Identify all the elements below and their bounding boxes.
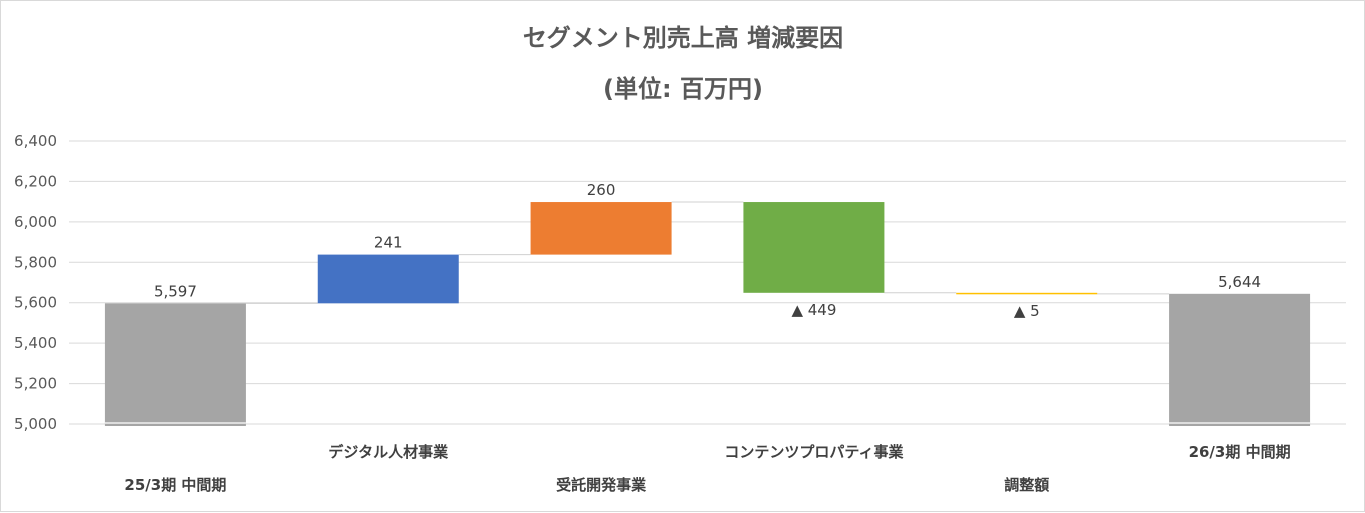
data-label-2: 260	[587, 181, 616, 199]
category-label-1: デジタル人材事業	[328, 443, 449, 461]
bar-3	[743, 202, 885, 293]
category-label-4: 調整額	[1004, 476, 1049, 494]
connector-lines	[245, 201, 1170, 304]
bar-5	[1169, 293, 1311, 426]
bar-4	[956, 292, 1098, 295]
bar-0	[104, 303, 246, 426]
chart-subtitle: (単位: 百万円)	[603, 75, 763, 103]
bars	[104, 202, 1311, 426]
y-axis-ticks: 5,000 5,200 5,400 5,600 5,800 6,000 6,200 6,400	[14, 132, 57, 433]
data-label-1: 241	[374, 234, 403, 252]
category-label-2: 受託開発事業	[556, 476, 647, 494]
y-tick-label: 5,800	[14, 253, 57, 271]
gridlines	[69, 140, 1346, 425]
data-label-4: ▲ 5	[1014, 302, 1040, 320]
y-tick-label: 6,400	[14, 132, 57, 150]
y-tick-label: 6,000	[14, 213, 57, 231]
y-tick-label: 6,200	[14, 172, 57, 190]
category-label-3: コンテンツプロパティ事業	[724, 443, 904, 461]
data-label-3: ▲ 449	[791, 301, 836, 319]
bar-2	[530, 202, 672, 255]
data-label-5: 5,644	[1218, 273, 1261, 291]
y-tick-label: 5,600	[14, 294, 57, 312]
data-label-0: 5,597	[154, 282, 197, 300]
y-tick-label: 5,200	[14, 375, 57, 393]
y-tick-label: 5,000	[14, 415, 57, 433]
category-label-5: 26/3期 中間期	[1189, 443, 1291, 461]
data-labels: 5,597 241 260 ▲ 449 ▲ 5 5,644	[154, 181, 1261, 320]
chart-title: セグメント別売上高 増減要因	[523, 24, 843, 52]
bar-1	[317, 254, 459, 304]
category-label-0: 25/3期 中間期	[124, 476, 226, 494]
y-tick-label: 5,400	[14, 334, 57, 352]
